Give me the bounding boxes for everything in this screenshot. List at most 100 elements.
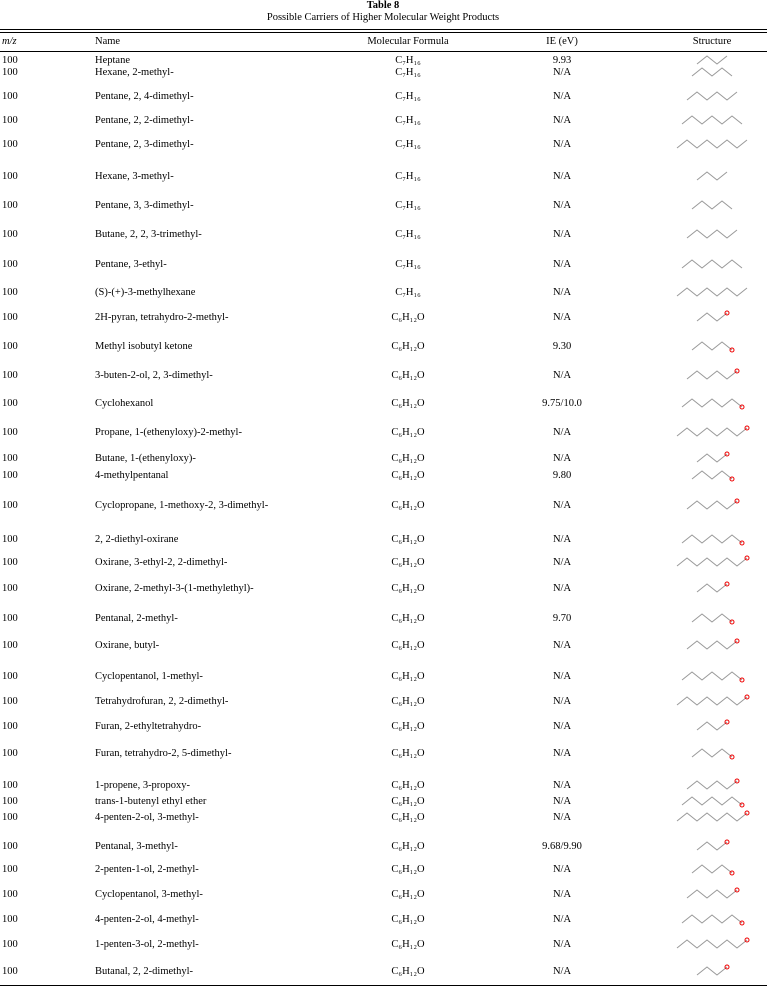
structure-drawing xyxy=(686,229,738,239)
bond xyxy=(681,914,743,924)
bond xyxy=(681,259,743,269)
oxygen-atom xyxy=(734,368,740,374)
name-cell: Heptane xyxy=(95,55,130,66)
name-cell: 2, 2-diethyl-oxirane xyxy=(95,534,179,545)
formula-cell: C₆H₁₂O xyxy=(391,671,425,682)
column-header: IE (eV) xyxy=(546,36,578,47)
name-cell: Tetrahydrofuran, 2, 2-dimethyl- xyxy=(95,696,229,707)
oxygen-atom xyxy=(739,677,745,683)
formula-cell: C₆H₁₂O xyxy=(391,939,425,950)
oxygen-atom xyxy=(744,937,750,943)
formula-cell: C₇H₁₆ xyxy=(395,115,421,126)
bond xyxy=(696,721,728,731)
name-cell: Furan, 2-ethyltetrahydro- xyxy=(95,721,202,732)
formula-cell: C₆H₁₂O xyxy=(391,370,425,381)
mz-cell: 100 xyxy=(2,583,18,594)
bond xyxy=(696,171,728,181)
formula-cell: C₆H₁₂O xyxy=(391,640,425,651)
name-cell: Pentanal, 2-methyl- xyxy=(95,613,178,624)
name-cell: trans-1-butenyl ethyl ether xyxy=(95,796,207,807)
mz-cell: 100 xyxy=(2,796,18,807)
formula-cell: C₆H₁₂O xyxy=(391,557,425,568)
name-cell: Pentane, 3, 3-dimethyl- xyxy=(95,200,194,211)
ie-cell: N/A xyxy=(552,939,572,950)
mz-cell: 100 xyxy=(2,864,18,875)
ie-cell: N/A xyxy=(552,889,572,900)
mz-cell: 100 xyxy=(2,398,18,409)
oxygen-atom xyxy=(724,451,730,457)
structure-drawing xyxy=(681,534,745,546)
bond xyxy=(686,780,738,790)
structure-drawing xyxy=(686,368,740,380)
formula-cell: C₆H₁₂O xyxy=(391,780,425,791)
formula-cell: C₆H₁₂O xyxy=(391,500,425,511)
formula-cell: C₇H₁₆ xyxy=(395,67,421,78)
oxygen-atom xyxy=(739,404,745,410)
bond xyxy=(681,115,743,125)
name-cell: Pentane, 2, 2-dimethyl- xyxy=(95,115,194,126)
formula-cell: C₆H₁₂O xyxy=(391,583,425,594)
mz-cell: 100 xyxy=(2,557,18,568)
oxygen-atom xyxy=(729,870,735,876)
mz-cell: 100 xyxy=(2,534,18,545)
mz-cell: 100 xyxy=(2,287,18,298)
name-cell: Pentane, 3-ethyl- xyxy=(95,259,167,270)
name-cell: Cyclopentanol, 3-methyl- xyxy=(95,889,203,900)
formula-cell: C₆H₁₂O xyxy=(391,427,425,438)
structure-drawing xyxy=(676,937,750,949)
bond xyxy=(681,534,743,544)
bond xyxy=(686,91,738,101)
ie-cell: 9.30 xyxy=(552,341,572,352)
bond xyxy=(686,229,738,239)
mz-cell: 100 xyxy=(2,115,18,126)
ie-cell: N/A xyxy=(552,427,572,438)
bond xyxy=(676,427,748,437)
ie-cell: N/A xyxy=(552,229,572,240)
mz-cell: 100 xyxy=(2,200,18,211)
bond xyxy=(676,939,748,949)
structure-drawing xyxy=(691,470,735,482)
structure-drawing xyxy=(691,341,735,353)
name-cell: Pentanal, 3-methyl- xyxy=(95,841,178,852)
structure-drawing xyxy=(686,91,738,101)
ie-cell: N/A xyxy=(552,312,572,323)
structure-drawing xyxy=(681,914,745,926)
ie-cell: 9.70 xyxy=(552,613,572,624)
formula-cell: C₆H₁₂O xyxy=(391,696,425,707)
formula-cell: C₇H₁₆ xyxy=(395,287,421,298)
table-title: Possible Carriers of Higher Molecular We… xyxy=(266,12,500,23)
structure-drawing xyxy=(691,200,733,210)
mz-cell: 100 xyxy=(2,671,18,682)
formula-cell: C₆H₁₂O xyxy=(391,453,425,464)
formula-cell: C₆H₁₂O xyxy=(391,889,425,900)
bond xyxy=(696,966,728,976)
formula-cell: C₆H₁₂O xyxy=(391,312,425,323)
mz-cell: 100 xyxy=(2,914,18,925)
name-cell: 2H-pyran, tetrahydro-2-methyl- xyxy=(95,312,229,323)
ie-cell: N/A xyxy=(552,796,572,807)
bond xyxy=(696,583,728,593)
oxygen-atom xyxy=(734,638,740,644)
oxygen-atom xyxy=(724,310,730,316)
mz-cell: 100 xyxy=(2,640,18,651)
bond xyxy=(691,864,733,874)
structure-drawing xyxy=(696,310,730,322)
bond xyxy=(696,841,728,851)
ie-cell: N/A xyxy=(552,200,572,211)
structure-drawing xyxy=(696,55,728,65)
column-header: Name xyxy=(95,36,121,47)
oxygen-atom xyxy=(724,964,730,970)
bond xyxy=(686,500,738,510)
oxygen-atom xyxy=(744,425,750,431)
ie-cell: N/A xyxy=(552,914,572,925)
column-header: Structure xyxy=(692,36,732,47)
ie-cell: N/A xyxy=(552,453,572,464)
formula-cell: C₇H₁₆ xyxy=(395,55,421,66)
structure-drawing xyxy=(691,748,735,760)
name-cell: Furan, tetrahydro-2, 5-dimethyl- xyxy=(95,748,232,759)
oxygen-atom xyxy=(724,839,730,845)
ie-cell: N/A xyxy=(552,780,572,791)
formula-cell: C₇H₁₆ xyxy=(395,139,421,150)
ie-cell: 9.68/9.90 xyxy=(542,841,582,852)
mz-cell: 100 xyxy=(2,500,18,511)
